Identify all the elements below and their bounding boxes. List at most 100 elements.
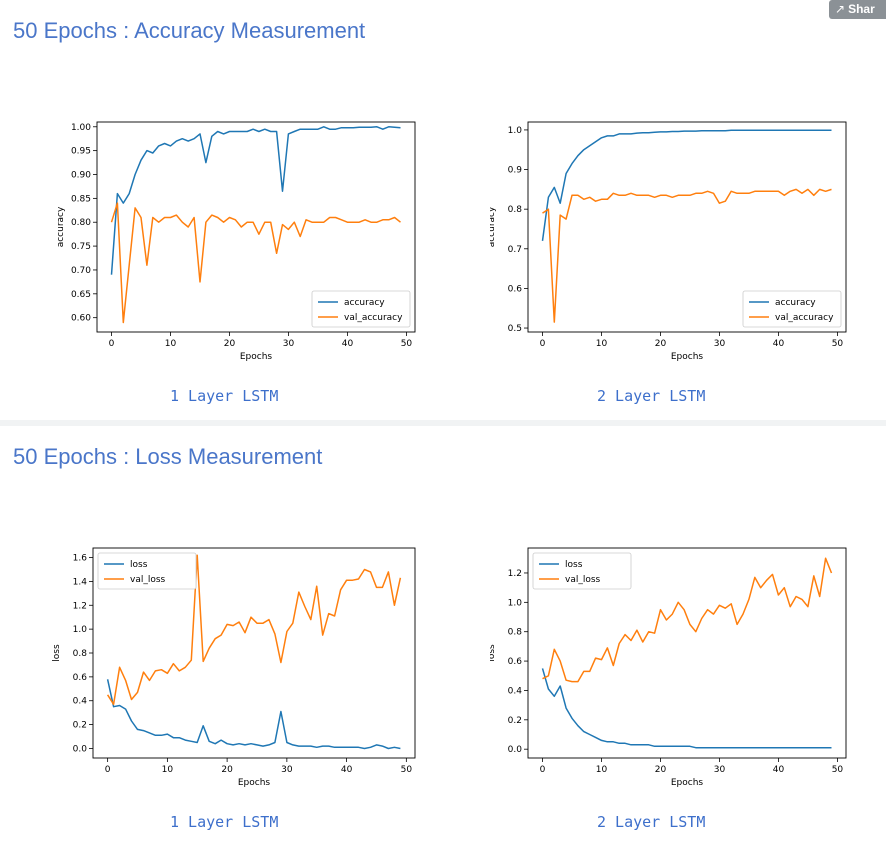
- x-tick-label: 20: [655, 339, 667, 349]
- series-line-val-loss: [106, 554, 402, 706]
- x-axis-label: Epochs: [240, 352, 273, 362]
- legend-label-val-accuracy: val_accuracy: [344, 313, 403, 323]
- y-tick-label: 0.8: [508, 628, 523, 638]
- y-tick-label: 0.90: [71, 171, 91, 181]
- loss-section: 50 Epochs : Loss Measurement 0 10 20 30 40 50…: [0, 426, 886, 845]
- x-tick-label: 50: [832, 339, 844, 349]
- y-axis-label: loss: [490, 644, 497, 662]
- y-tick-label: 0.75: [71, 242, 91, 252]
- legend-label-accuracy: accuracy: [344, 298, 385, 308]
- y-tick-label: 0.9: [508, 166, 523, 176]
- legend-label-val-accuracy: val_accuracy: [775, 313, 834, 323]
- y-axis-label: loss: [52, 644, 62, 662]
- share-icon: ↗: [835, 2, 846, 16]
- y-tick-label: 1.00: [71, 123, 91, 133]
- section-divider: [0, 420, 886, 426]
- y-tick-label: 0.7: [508, 245, 522, 255]
- legend: accuracy val_accuracy: [742, 290, 842, 328]
- caption-1-layer-accuracy: 1 Layer LSTM: [170, 387, 279, 405]
- x-tick-label: 20: [655, 765, 667, 775]
- x-tick-label: 0: [540, 339, 546, 349]
- series-line-val-loss: [542, 557, 833, 683]
- y-tick-label: 0.65: [71, 290, 91, 300]
- legend-label-loss: loss: [130, 560, 148, 570]
- x-tick-label: 30: [714, 339, 726, 349]
- y-tick-label: 0.8: [73, 649, 88, 659]
- share-label: Shar: [848, 2, 875, 16]
- legend-box: [532, 552, 632, 590]
- x-tick-label: 40: [342, 339, 354, 349]
- y-tick-label: 0.4: [508, 686, 523, 696]
- y-tick-label: 1.0: [73, 625, 88, 635]
- y-axis-label: accuracy: [490, 206, 497, 247]
- x-tick-label: 50: [832, 765, 844, 775]
- y-tick-label: 0.8: [508, 205, 523, 215]
- loss-chart-1-layer: 0 10 20 30 40 50 0.0 0.2 0.4 0.6 0.8 1.0 1.2 1.4 1.6 Ep…: [52, 547, 416, 788]
- y-tick-label: 0.2: [508, 716, 522, 726]
- x-tick-label: 50: [401, 339, 413, 349]
- y-tick-label: 0.80: [71, 218, 91, 228]
- y-tick-label: 0.6: [508, 284, 523, 294]
- series-line-loss: [106, 679, 401, 750]
- legend-box: [97, 552, 197, 590]
- x-tick-label: 20: [221, 765, 233, 775]
- x-tick-label: 40: [773, 765, 785, 775]
- accuracy-section: 50 Epochs : Accuracy Measurement ↗ Shar 0…: [0, 0, 886, 420]
- y-tick-label: 0.6: [73, 673, 88, 683]
- y-axis-label: accuracy: [56, 206, 66, 247]
- x-tick-label: 20: [224, 339, 236, 349]
- y-tick-label: 1.2: [508, 569, 522, 579]
- caption-1-layer-loss: 1 Layer LSTM: [170, 813, 279, 831]
- y-tick-label: 0.2: [73, 721, 87, 731]
- y-tick-label: 0.95: [71, 147, 91, 157]
- legend: loss val_loss: [532, 552, 632, 590]
- y-tick-label: 0.60: [71, 314, 91, 324]
- legend: accuracy val_accuracy: [311, 290, 411, 328]
- y-tick-label: 0.70: [71, 266, 91, 276]
- x-tick-label: 10: [596, 765, 608, 775]
- legend-label-val-loss: val_loss: [130, 575, 166, 585]
- series-line-accuracy: [541, 129, 832, 242]
- y-tick-label: 0.6: [508, 657, 523, 667]
- x-axis-label: Epochs: [671, 352, 704, 362]
- section-heading-accuracy: 50 Epochs : Accuracy Measurement: [13, 18, 366, 43]
- legend: loss val_loss: [97, 552, 197, 590]
- x-tick-label: 0: [105, 765, 111, 775]
- x-tick-label: 30: [714, 765, 726, 775]
- x-tick-label: 10: [165, 339, 177, 349]
- series-line-loss: [541, 668, 832, 749]
- legend-label-val-loss: val_loss: [565, 575, 601, 585]
- series-line-val-accuracy: [110, 202, 401, 324]
- y-tick-label: 1.6: [73, 554, 88, 564]
- share-button[interactable]: ↗ Shar: [829, 0, 886, 19]
- y-tick-label: 0.5: [508, 324, 522, 334]
- series-line-val-accuracy: [542, 188, 832, 323]
- x-tick-label: 50: [401, 765, 413, 775]
- series-line-accuracy: [110, 126, 401, 275]
- y-tick-label: 0.85: [71, 194, 91, 204]
- y-tick-label: 1.4: [73, 577, 88, 587]
- y-tick-label: 1.0: [508, 126, 523, 136]
- legend-box: [311, 290, 411, 328]
- legend-label-accuracy: accuracy: [775, 298, 816, 308]
- x-tick-label: 10: [596, 339, 608, 349]
- legend-label-loss: loss: [565, 560, 583, 570]
- y-tick-label: 1.0: [508, 598, 523, 608]
- x-tick-label: 30: [281, 765, 293, 775]
- x-tick-label: 0: [540, 765, 546, 775]
- legend-box: [742, 290, 842, 328]
- caption-2-layer-accuracy: 2 Layer LSTM: [597, 387, 706, 405]
- x-tick-label: 10: [162, 765, 174, 775]
- x-tick-label: 40: [341, 765, 353, 775]
- accuracy-chart-2-layer: 0 10 20 30 40 50 0.5 0.6 0.7 0.8 0.9 1.0 Epochs accur…: [490, 121, 847, 362]
- section-heading-loss: 50 Epochs : Loss Measurement: [13, 444, 323, 469]
- caption-2-layer-loss: 2 Layer LSTM: [597, 813, 706, 831]
- y-tick-label: 0.0: [73, 744, 88, 754]
- loss-chart-2-layer: 0 10 20 30 40 50 0.0 0.2 0.4 0.6 0.8 1.0 1.2 Epochs lo…: [490, 547, 847, 788]
- y-tick-label: 1.2: [73, 601, 87, 611]
- x-axis-label: Epochs: [238, 778, 271, 788]
- y-tick-label: 0.0: [508, 745, 523, 755]
- accuracy-chart-1-layer: 0 10 20 30 40 50 0.60 0.65 0.70 0.75 0.80 0.85 0.90 0…: [56, 121, 416, 362]
- x-tick-label: 30: [283, 339, 295, 349]
- x-tick-label: 40: [773, 339, 785, 349]
